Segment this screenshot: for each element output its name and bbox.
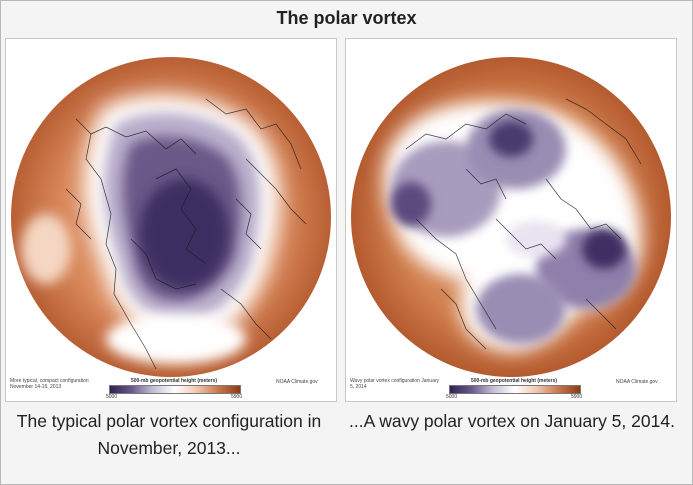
color-scale-bar <box>109 385 241 394</box>
credit-label: NOAA Climate.gov <box>616 379 658 385</box>
credit-label: NOAA Climate.gov <box>276 379 318 385</box>
color-scale-bar <box>449 385 581 394</box>
caption-november-2013: The typical polar vortex configuration i… <box>16 411 322 458</box>
scale-title: 500-mb geopotential height (meters) <box>470 378 558 384</box>
scale-title: 500-mb geopotential height (meters) <box>130 378 218 384</box>
caption-january-2014: ...A wavy polar vortex on January 5, 201… <box>349 411 675 431</box>
polar-map-compact <box>11 57 331 377</box>
map-note: Wavy polar vortex configuration January … <box>350 378 440 390</box>
polar-map-wavy <box>351 57 671 377</box>
scale-max-label: 5900 <box>571 394 583 400</box>
map-panel-january-2014: Wavy polar vortex configuration January … <box>345 38 677 402</box>
map-panel-november-2013: More typical, compact configuration Nove… <box>5 38 337 402</box>
figure-title: The polar vortex <box>276 8 417 28</box>
map-note: More typical, compact configuration Nove… <box>10 378 89 390</box>
scale-min-label: 5000 <box>446 394 458 400</box>
scale-max-label: 5900 <box>231 394 243 400</box>
scale-min-label: 5000 <box>106 394 118 400</box>
